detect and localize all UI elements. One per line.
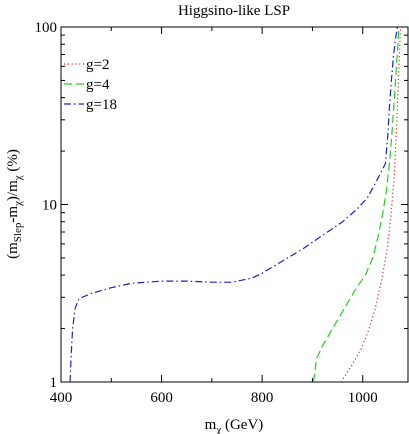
legend-label: g=4 [86,77,110,93]
y-axis-label: (mSlep-mχ)/mχ (%) [5,149,24,259]
y-tick-label: 100 [35,20,58,36]
legend: g=2 g=4 g=18 [64,57,117,113]
legend-label: g=2 [86,57,109,73]
series-line-g-18 [69,26,398,383]
x-tick-label: 400 [50,390,73,406]
legend-label: g=18 [86,97,117,113]
series-layer [69,26,402,383]
y-tick-label: 10 [42,198,57,214]
axis-ticks: 400 600 800 1000 1 10 100 [35,20,408,406]
x-tick-label: 600 [150,390,173,406]
series-line-g-4 [312,26,400,383]
x-tick-label: 800 [251,390,274,406]
chart-title: Higgsino-like LSP [178,3,290,19]
x-tick-label: 1000 [348,390,378,406]
y-tick-label: 1 [50,375,58,391]
x-axis-label: mχ (GeV) [205,417,264,434]
plot-frame [60,26,409,383]
series-line-g-2 [340,26,402,383]
